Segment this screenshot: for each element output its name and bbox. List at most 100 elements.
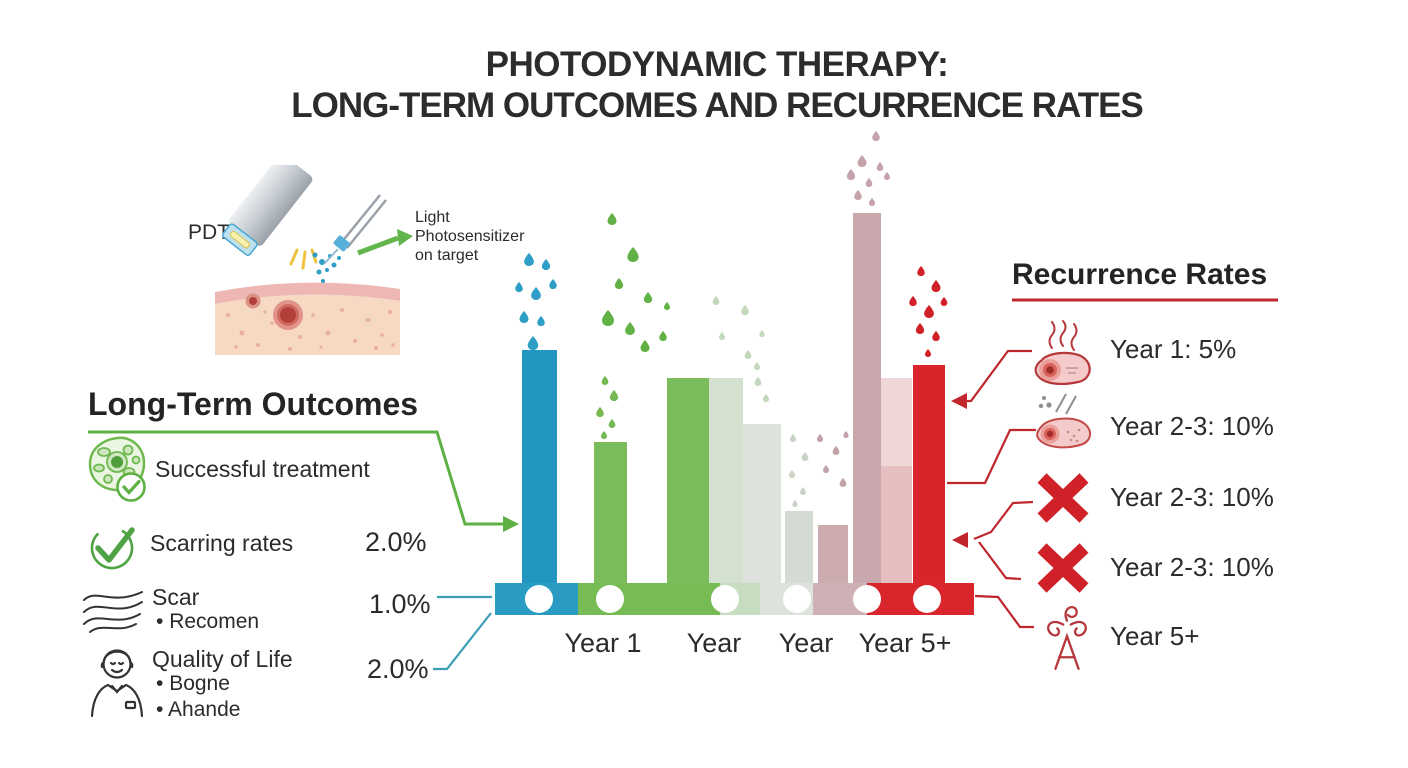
- droplet-icon: [931, 280, 941, 292]
- droplet-icon: [789, 470, 795, 478]
- page-title: PHOTODYNAMIC THERAPY: LONG-TERM OUTCOMES…: [13, 44, 1408, 127]
- droplet-icon: [596, 407, 604, 417]
- skin-speckle: [256, 343, 260, 347]
- flourish-icon: [1047, 606, 1087, 670]
- droplet-icon: [876, 162, 884, 171]
- skin-speckle: [297, 334, 303, 340]
- percent-label-scarring: 2.0%: [365, 527, 427, 557]
- x-icon: [1037, 473, 1089, 523]
- droplet-icon: [884, 172, 890, 180]
- outcome-bullet: Recomen: [156, 610, 259, 634]
- arrow-left-icon: [952, 532, 968, 548]
- axis-segment: [867, 583, 974, 615]
- droplet-icon: [872, 131, 880, 141]
- annotation-line1: Light: [415, 209, 450, 226]
- outcome-label-4: Quality of Life: [152, 646, 293, 672]
- syringe-icon: [340, 194, 387, 249]
- droplet-icon: [643, 292, 653, 303]
- droplet-icon: [614, 278, 624, 289]
- outcome-bullet: Ahande: [156, 698, 240, 722]
- recurrence-heading: Recurrence Rates: [1012, 258, 1268, 291]
- axis-label-year2: Year: [686, 628, 742, 658]
- skin-speckle: [325, 330, 331, 336]
- outcome-label-3: Scar: [152, 584, 200, 610]
- axis-label-year5: Year 5+: [858, 628, 952, 658]
- droplet-icon: [792, 500, 798, 507]
- droplet-icon: [744, 350, 752, 359]
- droplet-icon: [741, 305, 749, 315]
- droplet-icon: [659, 331, 667, 341]
- percent-label-scar: 1.0%: [369, 589, 431, 619]
- axis-segment: [720, 583, 760, 615]
- bar-segment: [853, 213, 881, 583]
- droplet-clusters: [515, 131, 948, 507]
- droplet-icon: [601, 376, 609, 385]
- droplet-icon: [909, 296, 917, 306]
- droplet-icon: [823, 465, 829, 473]
- title-line2: LONG-TERM OUTCOMES AND RECURRENCE RATES: [291, 86, 1144, 126]
- axis-marker: [853, 585, 881, 613]
- axis-marker: [783, 585, 811, 613]
- droplet-icon: [601, 431, 607, 439]
- droplet-icon: [865, 178, 873, 187]
- droplet-icon: [854, 190, 862, 200]
- axis-marker: [596, 585, 624, 613]
- droplet-icon: [754, 362, 760, 370]
- droplet-icon: [627, 247, 639, 262]
- skin-speckle: [380, 333, 384, 337]
- spray-droplets-icon: [312, 252, 341, 283]
- skin-speckle: [234, 345, 238, 349]
- recurrence-label-2: Year 2-3: 10%: [1110, 411, 1274, 441]
- skin-speckle: [263, 310, 267, 314]
- droplet-icon: [917, 266, 925, 276]
- x-icon: [1037, 543, 1089, 593]
- recurrence-label-3: Year 2-3: 10%: [1110, 482, 1274, 512]
- recurrence-label-4: Year 2-3: 10%: [1110, 552, 1274, 582]
- axis-label-year1: Year 1: [564, 628, 642, 658]
- axis-segment: [495, 583, 578, 615]
- axis-marker: [525, 585, 553, 613]
- droplet-icon: [549, 279, 557, 289]
- bar-segment-light: [881, 378, 912, 466]
- title-line1: PHOTODYNAMIC THERAPY:: [485, 45, 949, 84]
- bar-segment: [785, 511, 813, 583]
- droplet-icon: [940, 297, 948, 306]
- droplet-icon: [832, 446, 840, 455]
- droplet-icon: [817, 434, 823, 442]
- droplet-icon: [759, 330, 765, 337]
- axis-segment: [813, 583, 867, 615]
- droplet-icon: [801, 452, 809, 461]
- droplet-icon: [924, 305, 934, 318]
- scar-icon: [83, 591, 143, 633]
- bars: [522, 213, 945, 583]
- pdt-label: PDT: [188, 221, 230, 244]
- axis-bar: [495, 583, 974, 615]
- skin-speckle: [388, 310, 392, 314]
- light-applicator-icon: [222, 165, 313, 256]
- skin-speckle: [365, 317, 371, 323]
- recurrence-connectors: [947, 349, 1036, 629]
- outcomes-heading: Long-Term Outcomes: [88, 386, 419, 422]
- droplet-icon: [800, 487, 806, 495]
- droplet-icon: [932, 331, 940, 341]
- outcome-bullet: Bogne: [156, 672, 230, 696]
- skin-speckles: [226, 308, 395, 351]
- droplet-icon: [640, 340, 650, 352]
- recurrence-label-5: Year 5+: [1110, 621, 1200, 651]
- droplet-icon: [790, 434, 796, 442]
- light-rays-icon: [289, 248, 318, 270]
- droplet-icon: [869, 198, 875, 206]
- droplet-icon: [602, 310, 614, 326]
- skin-speckle: [239, 330, 245, 336]
- droplet-icon: [712, 296, 720, 305]
- axis-label-year3: Year: [778, 628, 834, 658]
- arrow-left-icon: [951, 393, 967, 409]
- outcome-label-1: Successful treatment: [155, 456, 370, 482]
- outcome-label-2: Scarring rates: [150, 530, 294, 556]
- bar-segment: [743, 424, 781, 583]
- skin-speckle: [319, 345, 323, 349]
- bar-segment: [818, 525, 848, 583]
- recurrence-label-1: Year 1: 5%: [1110, 334, 1237, 364]
- check-icon: [90, 526, 135, 570]
